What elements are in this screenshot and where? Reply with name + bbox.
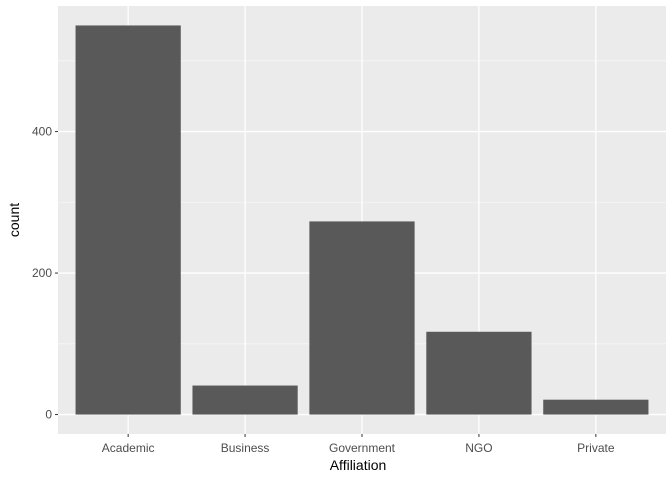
x-axis: Academic Business Government NGO Private (102, 434, 615, 455)
x-tick-label: NGO (465, 441, 492, 455)
y-tick-label: 400 (32, 125, 52, 139)
y-tick-label: 200 (32, 266, 52, 280)
bar-business (192, 385, 298, 415)
y-axis: 0 200 400 (32, 125, 58, 422)
x-tick-label: Academic (102, 441, 155, 455)
bar-academic (75, 25, 181, 415)
bars (75, 25, 649, 415)
x-axis-title: Affiliation (330, 457, 387, 473)
y-axis-title: count (6, 203, 22, 237)
x-tick-label: Business (221, 441, 270, 455)
x-tick-label: Government (329, 441, 396, 455)
bar-private (543, 399, 649, 415)
x-tick-label: Private (577, 441, 615, 455)
bar-government (309, 221, 415, 415)
y-tick-label: 0 (45, 408, 52, 422)
bar-ngo (426, 331, 532, 415)
